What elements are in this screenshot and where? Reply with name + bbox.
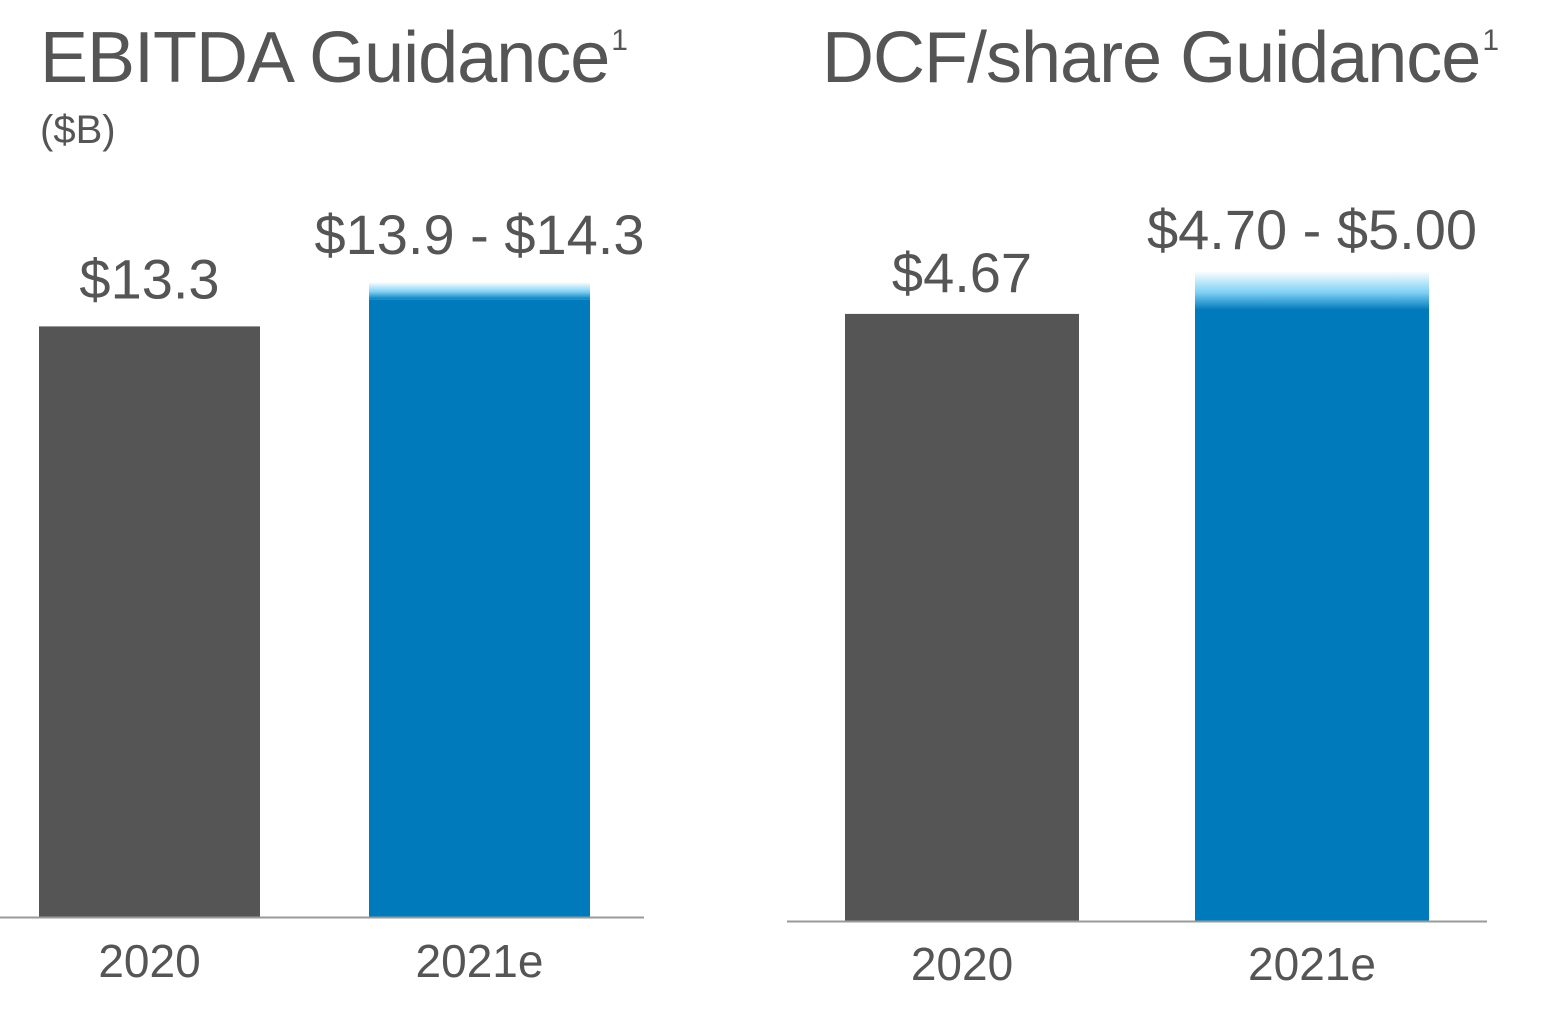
tick-label-2020: 2020: [98, 935, 200, 987]
title-footnote-marker: 1: [611, 24, 628, 57]
data-label-2021e: $4.70 - $5.00: [1147, 198, 1477, 261]
ebitda-guidance-chart: EBITDA Guidance1 ($B) $13.3 2020 $13.9 - $…: [0, 0, 700, 1010]
range-band-2021e: [369, 282, 590, 300]
bar-2020: [845, 313, 1079, 921]
dcf-share-guidance-chart: DCF/share Guidance1 $4.67 2020 $4.70 - $5.…: [780, 0, 1549, 1010]
tick-label-2021e: 2021e: [416, 935, 544, 987]
bar-2020: [39, 326, 260, 917]
ebitda-bars-svg: $13.3 2020 $13.9 - $14.3 2021e: [0, 203, 645, 987]
data-label-2020: $4.67: [892, 241, 1032, 304]
data-label-2020: $13.3: [79, 247, 219, 310]
tick-label-2020: 2020: [911, 938, 1013, 990]
chart-title: EBITDA Guidance1: [40, 18, 628, 98]
bar-2021e: [369, 299, 590, 918]
dcf-bars-svg: $4.67 2020 $4.70 - $5.00 2021e: [787, 198, 1487, 990]
title-footnote-marker: 1: [1482, 24, 1499, 57]
chart-title: DCF/share Guidance1: [822, 18, 1499, 98]
bar-2021e: [1195, 310, 1429, 921]
range-band-2021e: [1195, 271, 1429, 310]
data-label-2021e: $13.9 - $14.3: [314, 203, 644, 266]
tick-label-2021e: 2021e: [1248, 938, 1376, 990]
chart-subtitle: ($B): [40, 108, 116, 152]
